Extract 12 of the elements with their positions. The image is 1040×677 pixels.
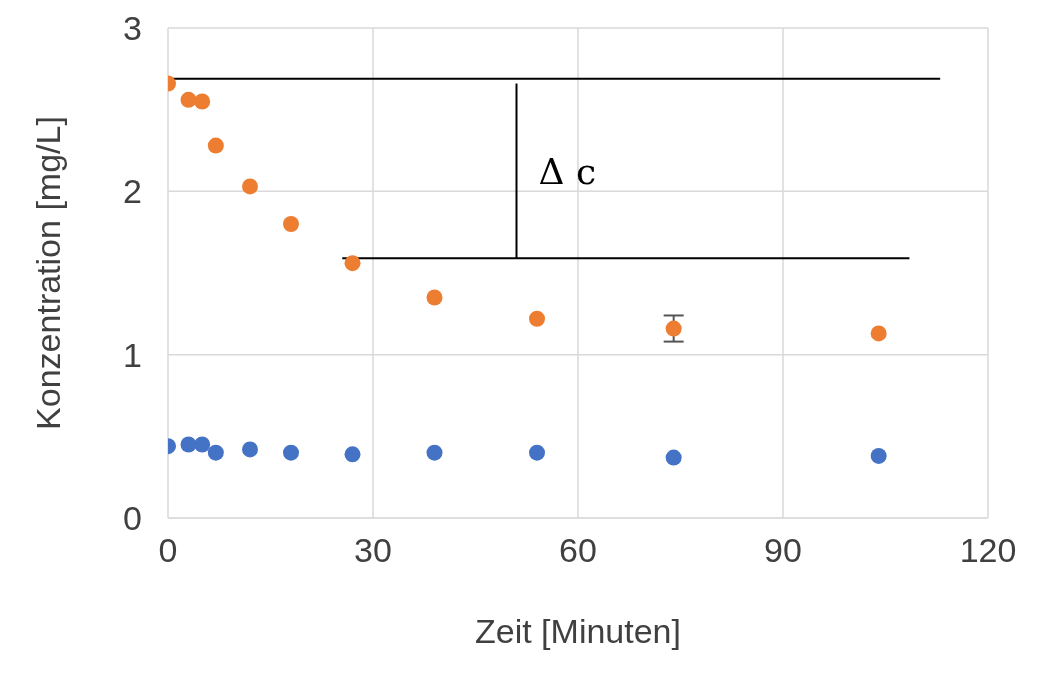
annotation: Δ c <box>538 150 597 192</box>
x-axis-title: Zeit [Minuten] <box>475 612 681 650</box>
x-tick-label: 120 <box>959 531 1017 570</box>
y-tick-label: 3 <box>123 9 142 48</box>
y-axis-title: Konzentration [mg/L] <box>29 116 68 430</box>
x-tick-label: 0 <box>158 531 178 570</box>
x-tick-label: 60 <box>559 531 597 570</box>
x-tick-label: 30 <box>354 531 392 570</box>
y-tick-label: 1 <box>123 335 142 374</box>
y-tick-label: 0 <box>123 499 142 538</box>
x-tick-label: 90 <box>764 531 802 570</box>
y-tick-label: 2 <box>123 172 142 211</box>
